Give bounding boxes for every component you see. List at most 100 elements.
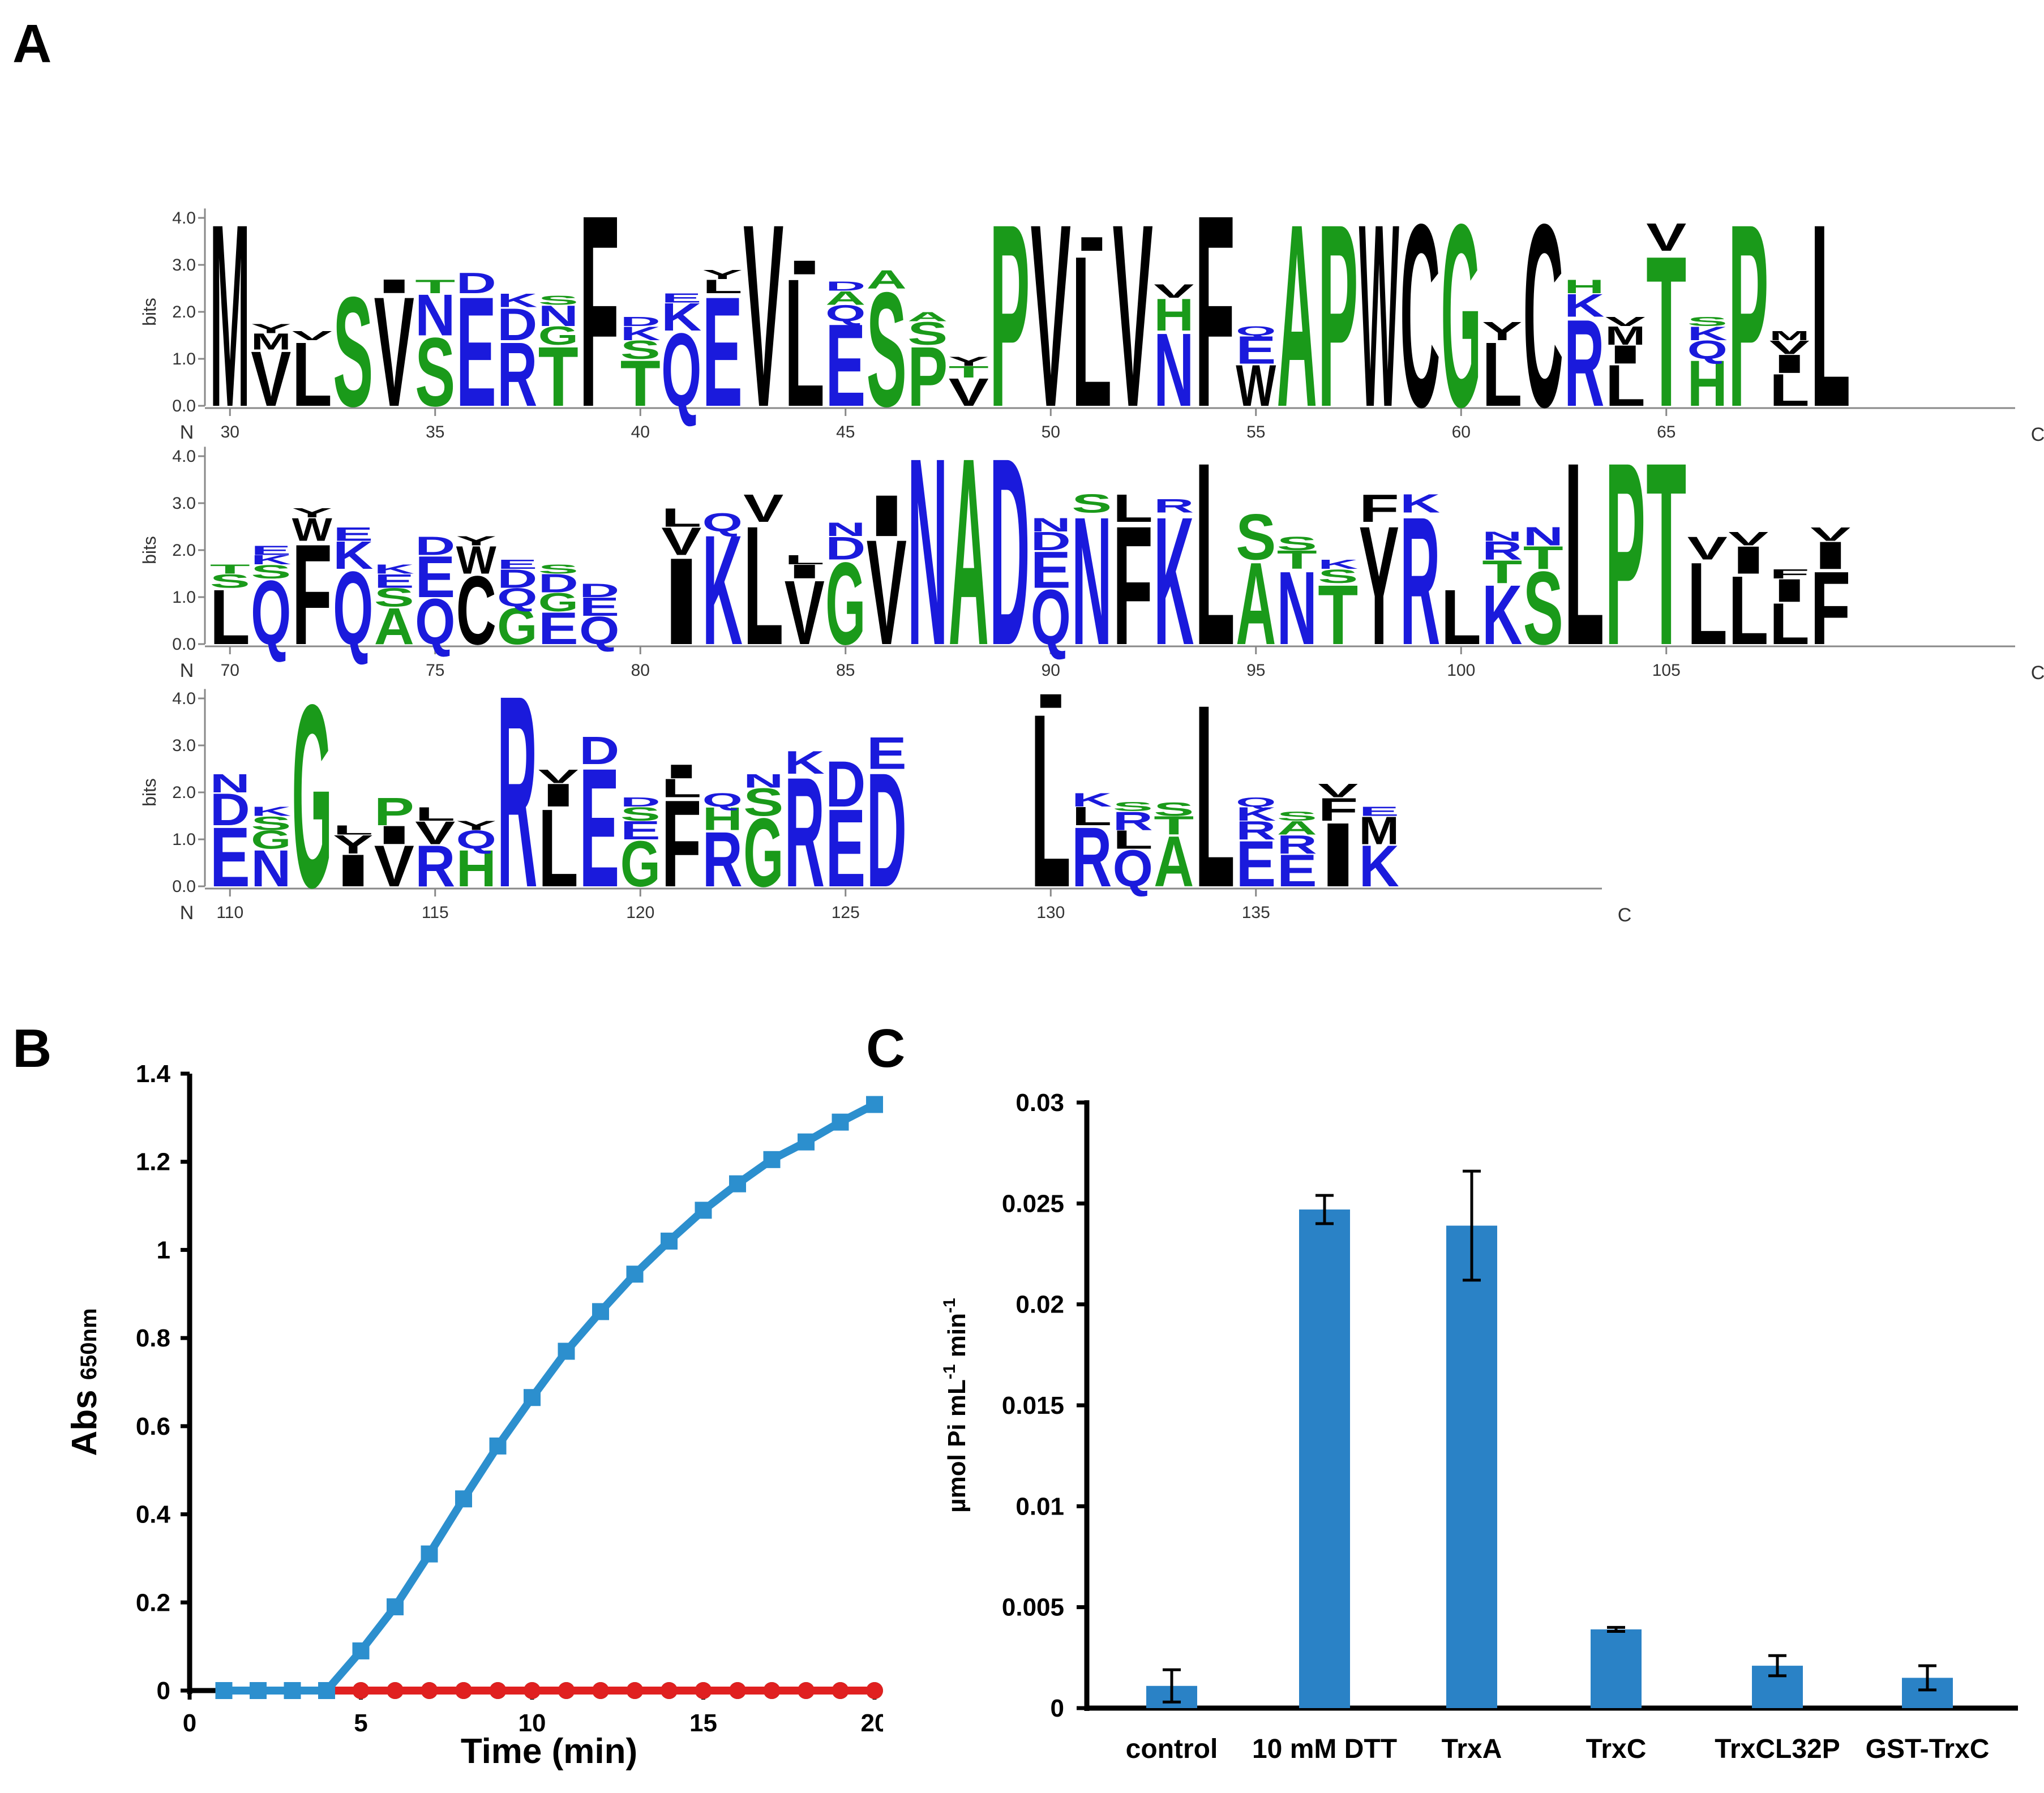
logo-letter: V (1687, 530, 1728, 567)
logo-x-tick-label: 115 (422, 903, 449, 922)
logo-x-tick-label: 50 (1042, 423, 1060, 441)
logo-letter: L (702, 275, 743, 297)
logo-letter: Y (251, 321, 291, 336)
chart-c-y-tick-label: 0.03 (1015, 1089, 1064, 1117)
logo-letter: T (1318, 568, 1358, 662)
logo-letter: S (1154, 798, 1194, 820)
logo-letter: E (415, 544, 455, 610)
chart-b-y-label-main: Abs (65, 1380, 104, 1456)
logo-letter: L (661, 504, 701, 533)
panel-label-c: C (866, 1018, 906, 1079)
logo-letter: A (825, 287, 865, 309)
logo-letter: A (1154, 822, 1194, 902)
logo-letter: L (333, 823, 373, 838)
chart-b-point (661, 1682, 678, 1699)
chart-b-point (421, 1545, 438, 1563)
logo-letter: P (1318, 170, 1358, 462)
chart-b-point (318, 1682, 335, 1699)
logo-letter: D (989, 403, 1030, 701)
logo-letter: E (825, 300, 865, 431)
logo-letter: L (785, 552, 825, 567)
logo-letter: I (1605, 340, 1646, 369)
logo-letter: L (538, 786, 579, 910)
logo-letter: S (210, 570, 250, 592)
logo-x-tick-label: 75 (426, 661, 444, 680)
chart-c-y-label: µmol Pi mL-1 min-1 (940, 1298, 971, 1512)
logo-y-tick-label: 1.0 (172, 830, 196, 849)
chart-b-point (729, 1175, 746, 1193)
logo-letter: V (785, 562, 825, 664)
chart-b-y-tick-label: 1.2 (136, 1148, 170, 1176)
chart-b-x-tick-label: 20 (861, 1709, 883, 1737)
logo-x-tick-label: 105 (1652, 661, 1681, 680)
logo-y-tick-label: 4.0 (172, 209, 196, 228)
chart-b-point (763, 1151, 781, 1168)
logo-letter: P (374, 790, 414, 834)
logo-letter: E (661, 291, 701, 306)
logo-letter: R (1154, 495, 1194, 517)
logo-y-tick-label: 0.0 (172, 397, 196, 415)
chart-b-point (832, 1682, 849, 1699)
logo-y-label: bits (139, 778, 160, 807)
logo-n-terminus: N (180, 902, 194, 924)
logo-letter: V (949, 371, 989, 414)
logo-letter: W (1359, 170, 1400, 462)
logo-letter: I (1769, 350, 1810, 379)
logo-letter: V (374, 265, 414, 440)
chart-c-bar-group: GST-TrxC (1866, 1664, 1989, 1764)
logo-letter: L (1195, 408, 1235, 700)
chart-b-point (798, 1133, 815, 1151)
logo-letter: M (1769, 328, 1810, 343)
logo-letter: L (292, 324, 332, 426)
logo-letter: V (1646, 216, 1686, 259)
logo-letter: H (702, 801, 743, 837)
logo-letter: N (1482, 529, 1522, 544)
logo-letter: T (1523, 540, 1563, 576)
chart-b-point (798, 1682, 815, 1699)
logo-letter: T (949, 363, 989, 381)
logo-letter: F (1769, 567, 1810, 581)
chart-b-point (524, 1682, 541, 1699)
logo-letter: A (1277, 817, 1317, 839)
logo-letter: P (1728, 170, 1768, 462)
logo-letter: I (1031, 690, 1071, 712)
logo-x-tick-label: 30 (221, 423, 239, 441)
logo-letter: V (1031, 170, 1072, 462)
logo-letter: T (210, 562, 250, 577)
chart-b-point (284, 1682, 301, 1699)
chart-c-bar-group: TrxCL32P (1715, 1654, 1840, 1764)
logo-letter: L (1441, 573, 1481, 661)
logo-letter: Q (251, 562, 291, 664)
chart-b-point (695, 1682, 712, 1699)
logo-letter: I (1728, 539, 1768, 582)
logo-letter: E (1359, 804, 1399, 819)
logo-letter: R (497, 324, 537, 426)
logo-letter: V (251, 335, 291, 423)
logo-letter: T (620, 346, 661, 419)
logo-letter: S (907, 316, 948, 352)
logo-letter: S (1113, 800, 1153, 814)
logo-letter: E (620, 816, 661, 845)
chart-c-category-label: TrxA (1442, 1734, 1502, 1764)
logo-letter: A (1236, 538, 1276, 670)
logo-letter: Q (497, 584, 537, 612)
logo-letter: Y (1359, 491, 1399, 680)
logo-x-tick-label: 65 (1657, 423, 1676, 441)
logo-letter: S (415, 317, 455, 426)
logo-letter: Y (702, 267, 743, 282)
chart-c-bar-group: 10 mM DTT (1252, 1194, 1397, 1764)
chart-b-point (558, 1342, 575, 1360)
logo-letter: L (1072, 802, 1112, 831)
logo-letter: E (251, 543, 291, 558)
logo-x-tick-label: 90 (1042, 661, 1060, 680)
logo-letter: F (1113, 491, 1153, 680)
logo-letter: K (251, 804, 291, 819)
logo-letter: L (1769, 591, 1810, 657)
logo-c-terminus: C (2031, 662, 2044, 684)
logo-letter: Y (456, 534, 496, 548)
logo-letter: G (825, 538, 865, 670)
logo-letter: S (1318, 565, 1358, 587)
logo-letter: Q (702, 788, 743, 810)
chart-b-point (489, 1437, 507, 1455)
logo-row-2: 0.0 1.0 2.0 3.0 4.0 bits N C 70 75 80 85 90 95 100 105 L… (139, 403, 2044, 701)
